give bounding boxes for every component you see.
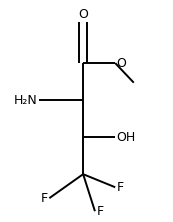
Text: O: O xyxy=(117,57,126,69)
Text: O: O xyxy=(78,8,88,21)
Text: H₂N: H₂N xyxy=(14,94,38,107)
Text: F: F xyxy=(117,181,124,194)
Text: F: F xyxy=(41,192,48,205)
Text: OH: OH xyxy=(117,131,136,144)
Text: F: F xyxy=(96,205,103,218)
